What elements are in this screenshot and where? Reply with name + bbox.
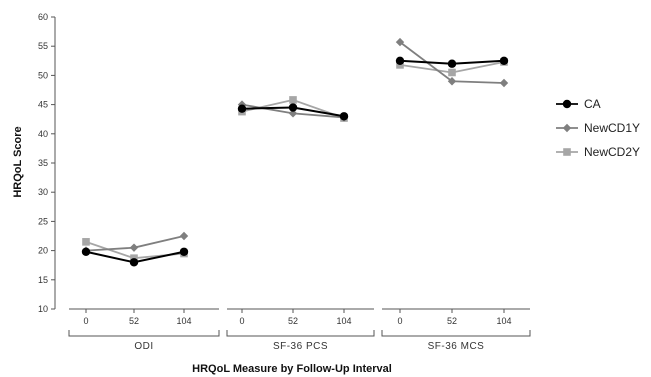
x-axis-title: HRQoL Measure by Follow-Up Interval (192, 363, 392, 375)
group-label: SF-36 MCS (428, 341, 485, 352)
x-tick-label: 104 (176, 316, 191, 326)
data-point-ca (179, 247, 189, 256)
x-tick-label: 52 (129, 316, 139, 326)
legend-label-newcd2y: NewCD2Y (584, 145, 640, 159)
x-tick-label: 0 (397, 316, 402, 326)
y-tick-label: 55 (38, 41, 48, 51)
legend-label-ca: CA (584, 97, 601, 111)
group-label: ODI (134, 341, 153, 352)
y-tick-label: 25 (38, 216, 48, 226)
y-tick-label: 15 (38, 275, 48, 285)
x-tick-label: 0 (239, 316, 244, 326)
data-point-ca (395, 56, 405, 65)
data-point-newcd1y (129, 243, 139, 252)
x-tick-label: 0 (83, 316, 88, 326)
y-tick-label: 60 (38, 12, 48, 22)
y-tick-label: 20 (38, 246, 48, 256)
data-point-ca (81, 247, 91, 256)
y-tick-label: 40 (38, 129, 48, 139)
data-point-newcd1y (288, 109, 298, 118)
data-point-ca (447, 59, 457, 68)
legend-marker-newcd2y (563, 148, 571, 156)
data-point-newcd2y (448, 68, 456, 77)
group-bracket (68, 330, 220, 337)
y-tick-label: 30 (38, 187, 48, 197)
series-area (81, 37, 509, 267)
legend: CA NewCD1Y NewCD2Y (556, 97, 640, 159)
data-point-newcd1y (447, 77, 457, 86)
y-axis-title: HRQoL Score (12, 126, 24, 197)
legend-label-newcd1y: NewCD1Y (584, 121, 640, 135)
data-point-newcd1y (179, 231, 189, 241)
data-point-ca (499, 56, 509, 65)
legend-marker-newcd1y (562, 123, 572, 133)
y-tick-label: 50 (38, 70, 48, 80)
x-tick-label: 52 (288, 316, 298, 326)
group-bracket (381, 330, 531, 337)
group-label: SF-36 PCS (273, 341, 328, 352)
group-bracket (226, 330, 375, 337)
data-point-newcd1y (499, 78, 509, 88)
axes: 10 15 20 25 30 35 40 45 50 55 60 0 52 104 ODI 0 52 104 SF-… (38, 12, 531, 352)
data-point-ca (237, 104, 247, 113)
x-tick-label: 104 (336, 316, 351, 326)
y-tick-label: 35 (38, 158, 48, 168)
data-point-ca (339, 112, 349, 121)
x-tick-label: 104 (496, 316, 511, 326)
data-point-newcd1y (395, 37, 405, 47)
x-tick-label: 52 (447, 316, 457, 326)
data-point-ca (129, 258, 139, 267)
data-point-newcd2y (289, 96, 297, 104)
y-tick-label: 45 (38, 100, 48, 110)
data-point-ca (288, 103, 298, 112)
y-tick-label: 10 (38, 304, 48, 314)
legend-marker-ca (562, 99, 572, 109)
data-point-newcd2y (82, 238, 90, 246)
